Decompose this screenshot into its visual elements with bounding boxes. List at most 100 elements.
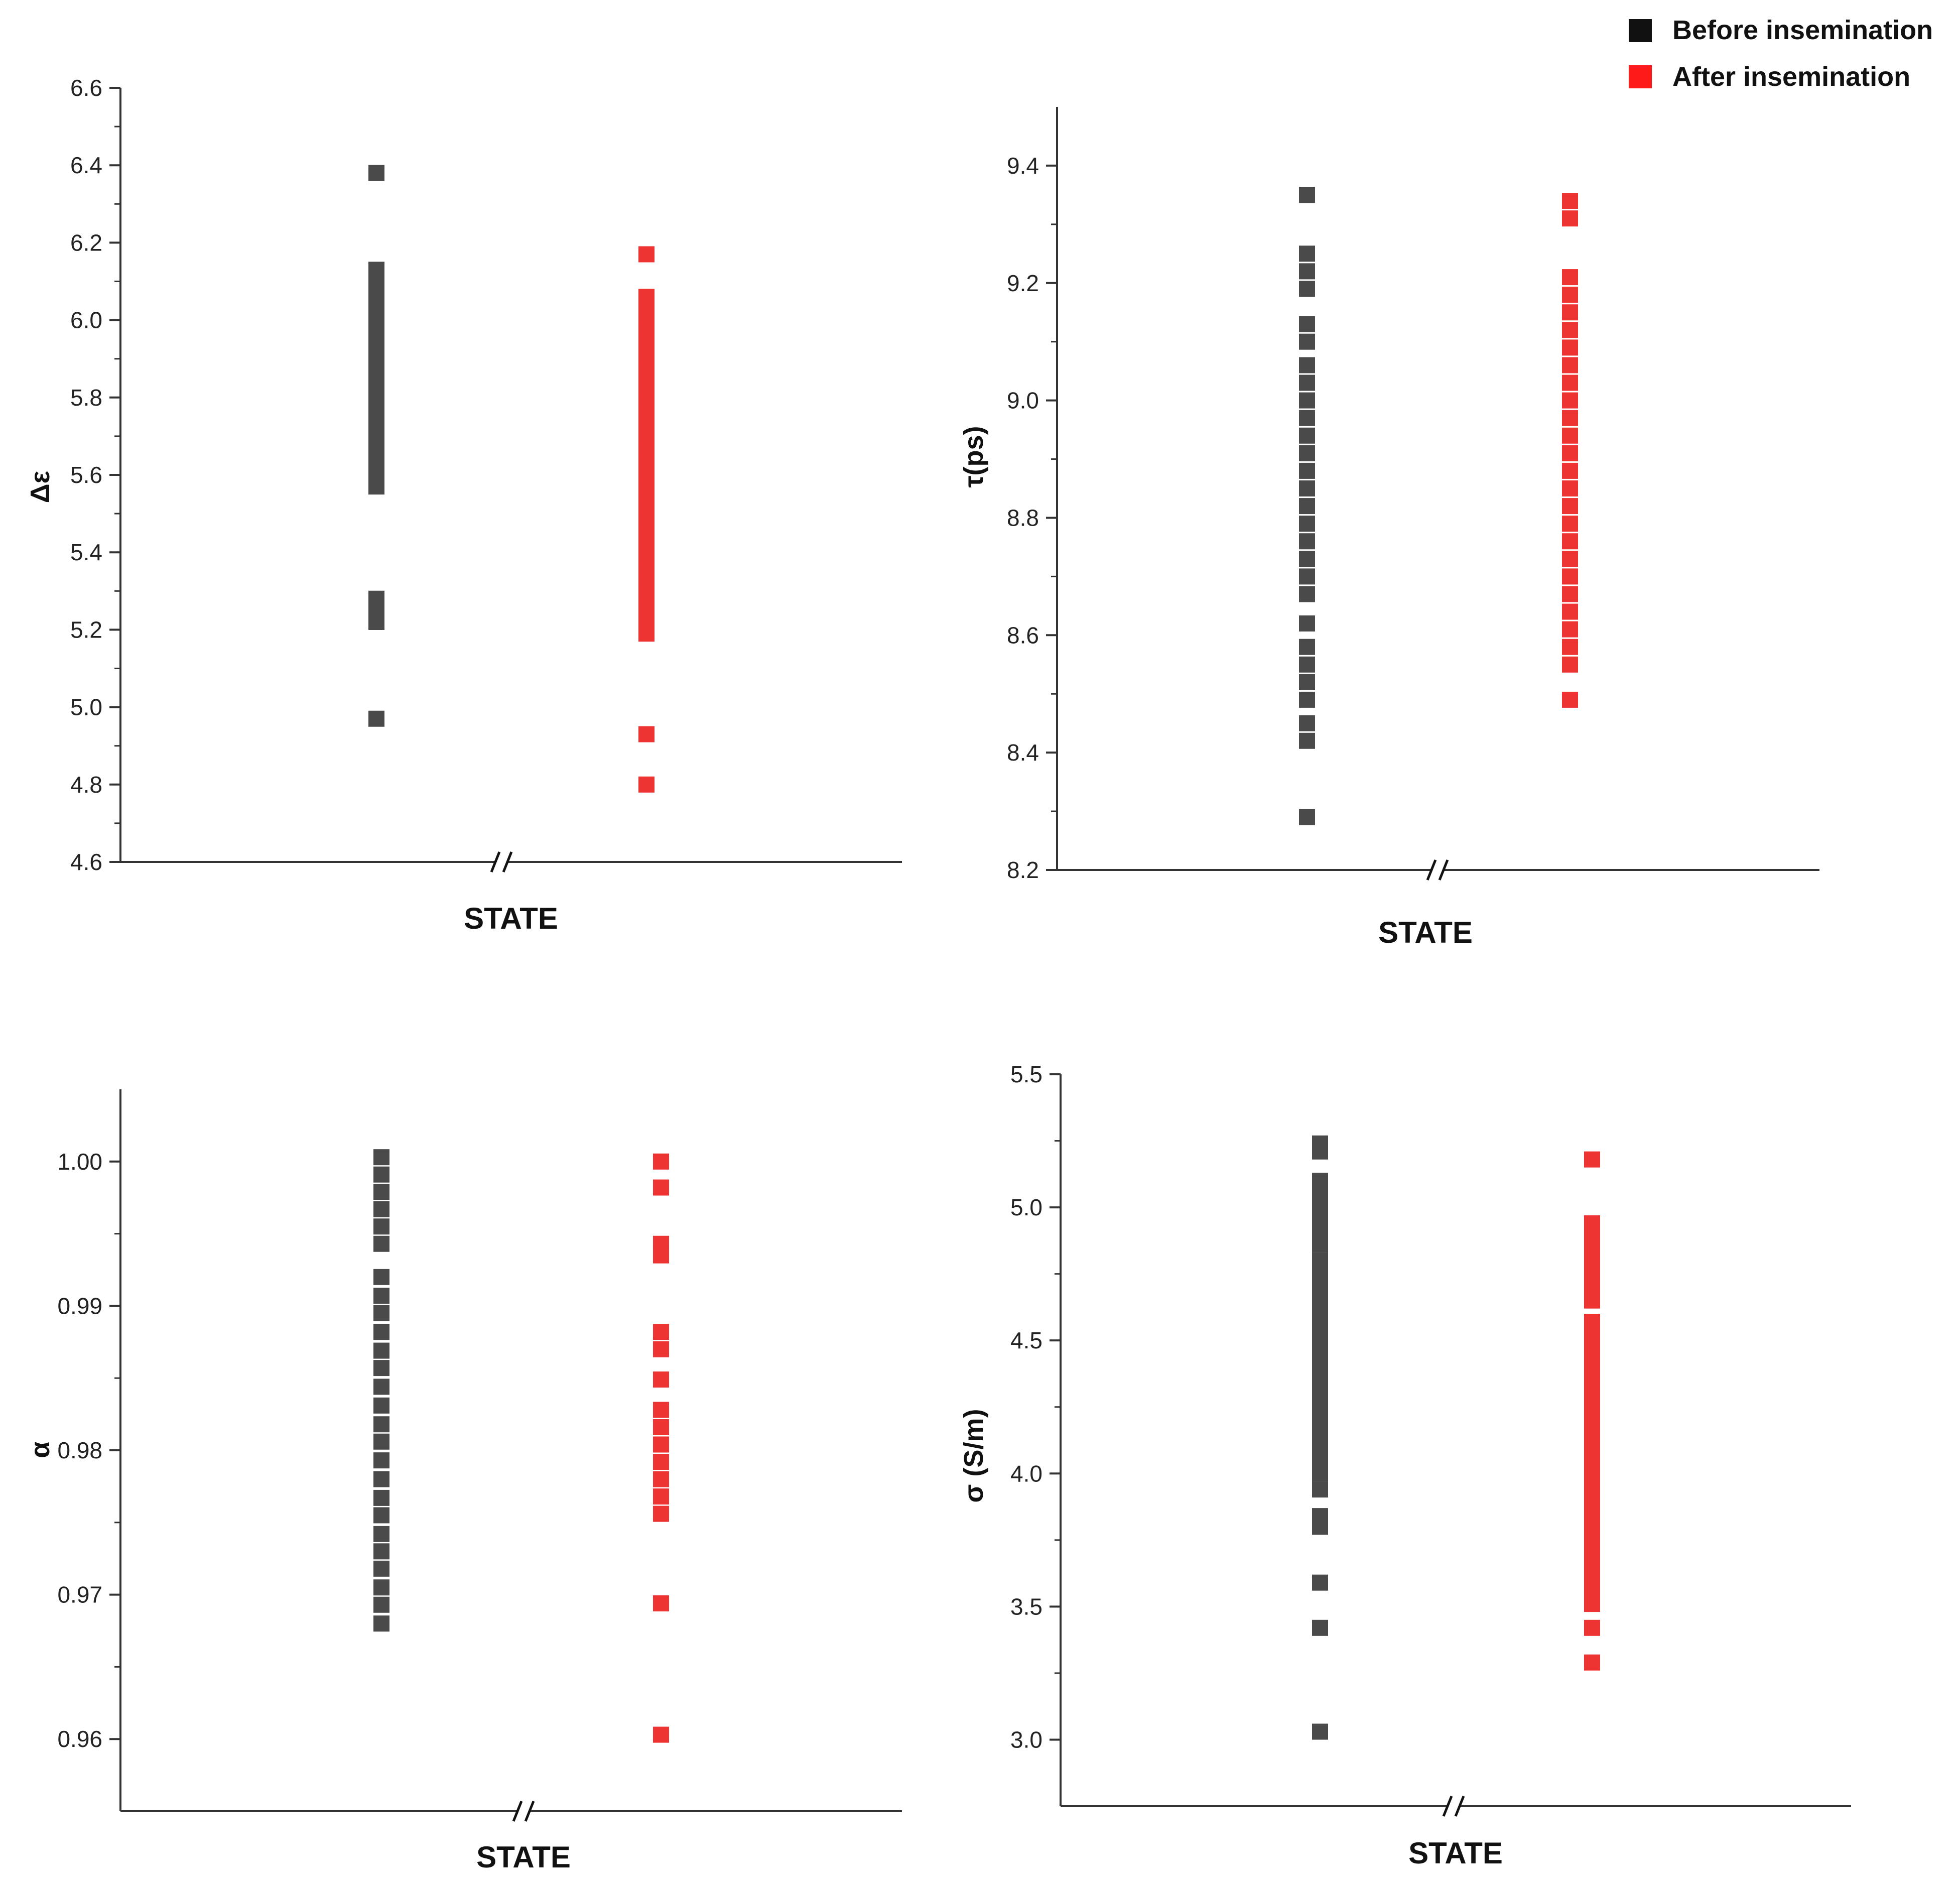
y-tick-label: 5.4 [70,539,102,565]
y-tick-label: 3.0 [1010,1726,1042,1752]
axis-break-mark [490,851,501,872]
after-insemination-point [653,1454,669,1470]
y-tick-label: 4.8 [70,772,102,798]
before-insemination-point [1299,551,1315,567]
after-insemination-point [1562,516,1578,532]
chart-sigma: 3.0 3.5 4.0 4.5 5.0 5.5 STATE σ (S/m) [959,1061,1851,1870]
before-insemination-point [368,710,384,727]
before-insemination-point [373,1269,389,1285]
after-insemination-point [653,1471,669,1487]
after-insemination-point [1562,603,1578,620]
before-insemination-point [368,165,384,181]
y-axis-title: σ (S/m) [959,1409,989,1503]
data-marks [1312,1135,1600,1740]
before-insemination-point [1299,639,1315,655]
chart-alpha: 0.96 0.97 0.98 0.99 1.00 STATE α [25,1089,902,1874]
after-insemination-point [1562,322,1578,338]
y-tick-label: 8.6 [1007,622,1039,648]
before-insemination-point [1299,656,1315,673]
before-insemination-point [373,1149,389,1166]
after-insemination-point [1584,1619,1600,1636]
y-tick-label: 0.98 [57,1437,102,1463]
after-insemination-point [1562,480,1578,496]
y-tick-label: 0.97 [57,1582,102,1608]
before-insemination-point [1312,1465,1328,1482]
before-insemination-point [1299,427,1315,444]
before-insemination-point [373,1397,389,1414]
after-insemination-point [653,1179,669,1196]
y-tick-label: 8.2 [1007,857,1039,883]
before-insemination-point [373,1452,389,1469]
y-axis-ticks: 4.6 4.8 5.0 5.2 5.4 5.6 5.8 6.0 6.2 6.4 6.6 [70,75,120,875]
legend-after-swatch [1629,65,1652,88]
y-tick-label: 9.4 [1007,153,1039,179]
y-tick-label: 4.0 [1010,1460,1042,1486]
axis-break-mark [1454,1796,1465,1817]
legend-after-label: After insemination [1672,62,1910,92]
y-tick-label: 6.2 [70,229,102,256]
after-insemination-point [638,726,655,742]
y-tick-label: 0.99 [57,1293,102,1319]
before-insemination-point [1299,732,1315,749]
before-insemination-point [373,1288,389,1304]
legend-before-swatch [1629,19,1652,42]
before-insemination-point [373,1184,389,1200]
after-insemination-point [1562,410,1578,426]
x-axis-title: STATE [1378,916,1473,949]
before-insemination-point [368,613,384,630]
before-insemination-point [1299,462,1315,479]
chart-delta-epsilon: 4.64.85.05.25.45.65.86.06.26.46.6 STATE … [25,75,902,935]
y-tick-label: 4.6 [70,849,102,875]
before-insemination-point [1312,1619,1328,1636]
before-insemination-point [373,1471,389,1487]
before-insemination-point [1312,1236,1328,1253]
after-insemination-point [638,513,655,530]
y-axis-ticks: 0.96 0.97 0.98 0.99 1.00 [57,1149,120,1752]
after-insemination-point [653,1595,669,1611]
after-insemination-point [1584,1654,1600,1671]
after-insemination-point [1562,691,1578,708]
after-insemination-point [653,1341,669,1357]
before-insemination-point [373,1166,389,1183]
after-insemination-point [1562,374,1578,391]
y-tick-label: 5.0 [70,694,102,720]
x-axis-title: STATE [1408,1836,1503,1870]
before-insemination-point [368,478,384,495]
before-insemination-point [1312,1519,1328,1535]
before-insemination-point [1299,316,1315,332]
y-axis-title: τ(ps) [959,426,989,487]
before-insemination-point [373,1379,389,1395]
after-insemination-point [653,1436,669,1453]
before-insemination-point [373,1489,389,1506]
after-insemination-point [1562,621,1578,638]
after-insemination-point [1562,427,1578,444]
axis-break-mark [1426,859,1437,881]
after-insemination-point [638,587,655,603]
after-insemination-point [1584,1151,1600,1168]
axis-break-mark [524,1801,535,1822]
axis-break-mark [512,1801,523,1822]
after-insemination-point [1584,1596,1600,1612]
before-insemination-point [1299,586,1315,602]
axis-break-mark [1442,1796,1453,1817]
before-insemination-point [1299,691,1315,708]
after-insemination-point [1562,210,1578,227]
after-insemination-point [1562,498,1578,515]
before-insemination-point [373,1433,389,1450]
before-insemination-point [1299,715,1315,731]
after-insemination-point [1562,551,1578,567]
before-insemination-point [1299,516,1315,532]
x-axis-title: STATE [464,902,558,935]
before-insemination-point [1312,1481,1328,1498]
before-insemination-point [1299,533,1315,550]
y-tick-label: 1.00 [57,1149,102,1175]
before-insemination-point [1299,445,1315,461]
after-insemination-point [638,625,655,642]
before-insemination-point [1299,480,1315,496]
after-insemination-point [653,1419,669,1435]
before-insemination-point [1299,615,1315,632]
before-insemination-point [1299,498,1315,515]
data-marks [373,1149,669,1743]
after-insemination-point [653,1506,669,1522]
